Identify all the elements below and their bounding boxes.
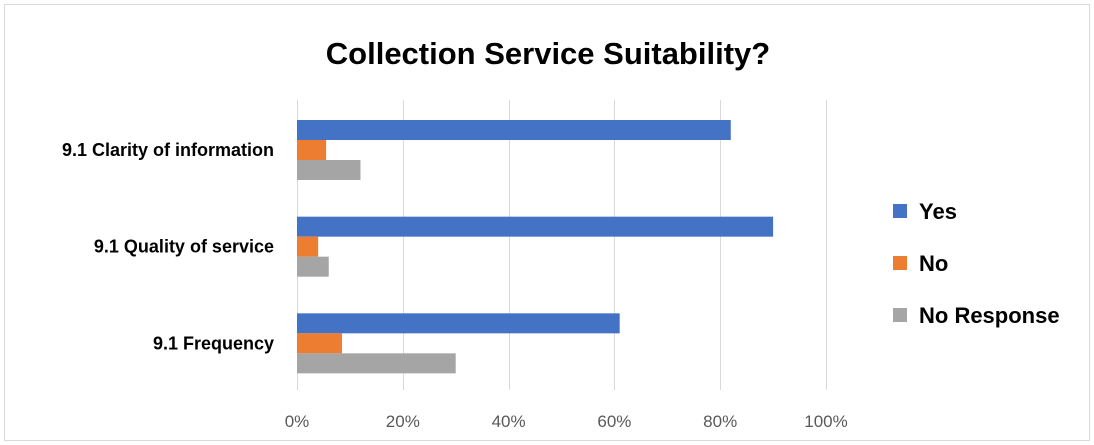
category-label: 9.1 Quality of service <box>94 237 274 257</box>
legend-label: Yes <box>919 199 957 224</box>
legend: Yes No No Response <box>893 199 1060 328</box>
legend-label: No <box>919 251 948 276</box>
x-tick-label: 80% <box>703 412 737 431</box>
chart-title: Collection Service Suitability? <box>326 36 770 71</box>
bar-no <box>297 236 319 257</box>
x-tick-label: 0% <box>285 412 310 431</box>
bar-no-response <box>297 160 361 180</box>
legend-swatch <box>893 308 907 322</box>
bar-no <box>297 140 327 160</box>
bar-no <box>297 333 342 354</box>
category-labels: 9.1 Clarity of information 9.1 Quality of… <box>62 140 274 353</box>
x-tick-label: 40% <box>492 412 526 431</box>
bar-no-response <box>297 256 329 277</box>
x-tick-labels: 0% 20% 40% 60% 80% 100% <box>285 412 848 431</box>
legend-swatch <box>893 204 907 218</box>
x-tick-label: 60% <box>597 412 631 431</box>
bar-yes <box>297 120 731 140</box>
bar-yes <box>297 216 774 237</box>
legend-label: No Response <box>919 303 1060 328</box>
bars <box>297 120 774 374</box>
x-tick-label: 20% <box>386 412 420 431</box>
x-tick-label: 100% <box>804 412 847 431</box>
bar-no-response <box>297 353 456 374</box>
category-label: 9.1 Frequency <box>153 333 274 353</box>
category-label: 9.1 Clarity of information <box>62 140 274 160</box>
legend-swatch <box>893 256 907 270</box>
bar-yes <box>297 313 620 334</box>
gridlines <box>297 100 827 390</box>
